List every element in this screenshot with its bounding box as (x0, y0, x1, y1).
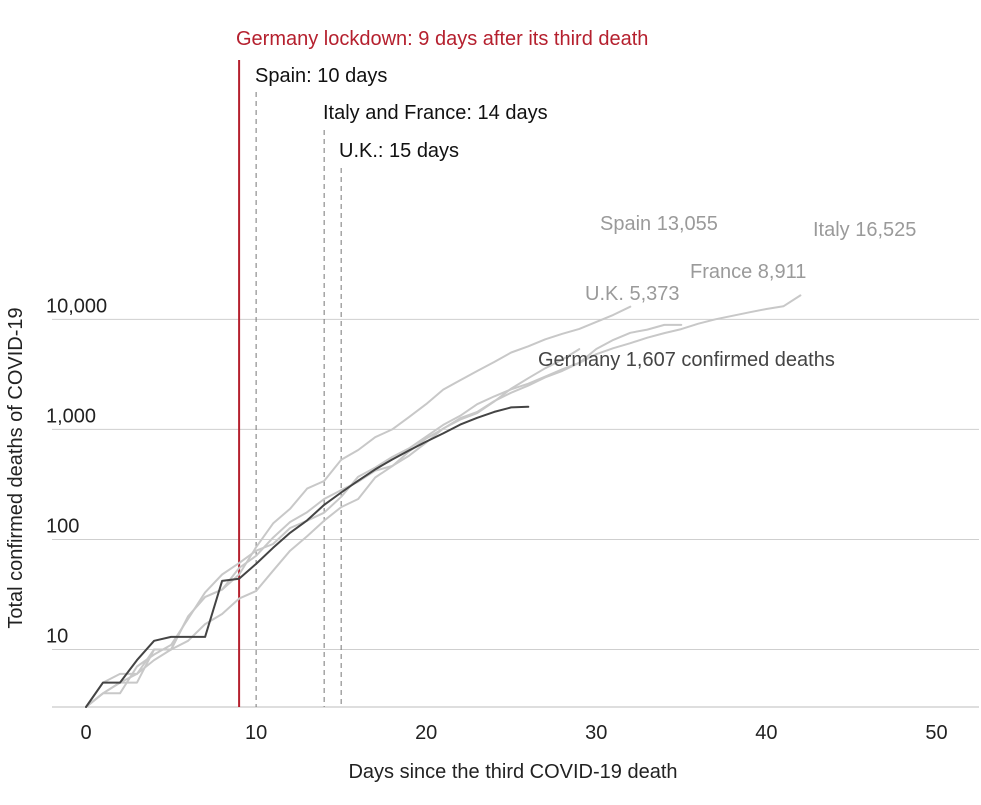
x-tick-label: 40 (755, 722, 777, 744)
labels-layer: Germany lockdown: 9 days after its third… (236, 28, 916, 371)
x-tick-label: 50 (925, 722, 947, 744)
series-end-label: U.K. 5,373 (585, 283, 680, 305)
series-layer (85, 294, 802, 708)
reference-line-label: Italy and France: 14 days (323, 102, 548, 124)
x-axis-title: Days since the third COVID-19 death (348, 761, 677, 783)
series-line-germany (85, 405, 530, 708)
axis-layer: Days since the third COVID-19 death Tota… (5, 295, 948, 783)
series-end-label: France 8,911 (690, 261, 806, 283)
y-tick-label: 10 (46, 625, 68, 647)
series-line-u-k (85, 348, 581, 708)
y-axis-title: Total confirmed deaths of COVID-19 (5, 307, 27, 628)
x-tick-label: 30 (585, 722, 607, 744)
reference-line-label: U.K.: 15 days (339, 140, 459, 162)
lockdown-label: Germany lockdown: 9 days after its third… (236, 28, 648, 50)
y-tick-label: 1,000 (46, 405, 96, 427)
y-tick-label: 10,000 (46, 295, 107, 317)
series-end-label: Germany 1,607 confirmed deaths (538, 349, 835, 371)
reference-line-label: Spain: 10 days (255, 65, 387, 87)
y-tick-label: 100 (46, 515, 79, 537)
series-end-label: Italy 16,525 (813, 219, 916, 241)
reference-lines-layer (238, 60, 342, 707)
x-tick-label: 0 (80, 722, 91, 744)
x-tick-label: 20 (415, 722, 437, 744)
grid-layer (52, 318, 979, 708)
x-tick-label: 10 (245, 722, 267, 744)
series-end-label: Spain 13,055 (600, 213, 718, 235)
